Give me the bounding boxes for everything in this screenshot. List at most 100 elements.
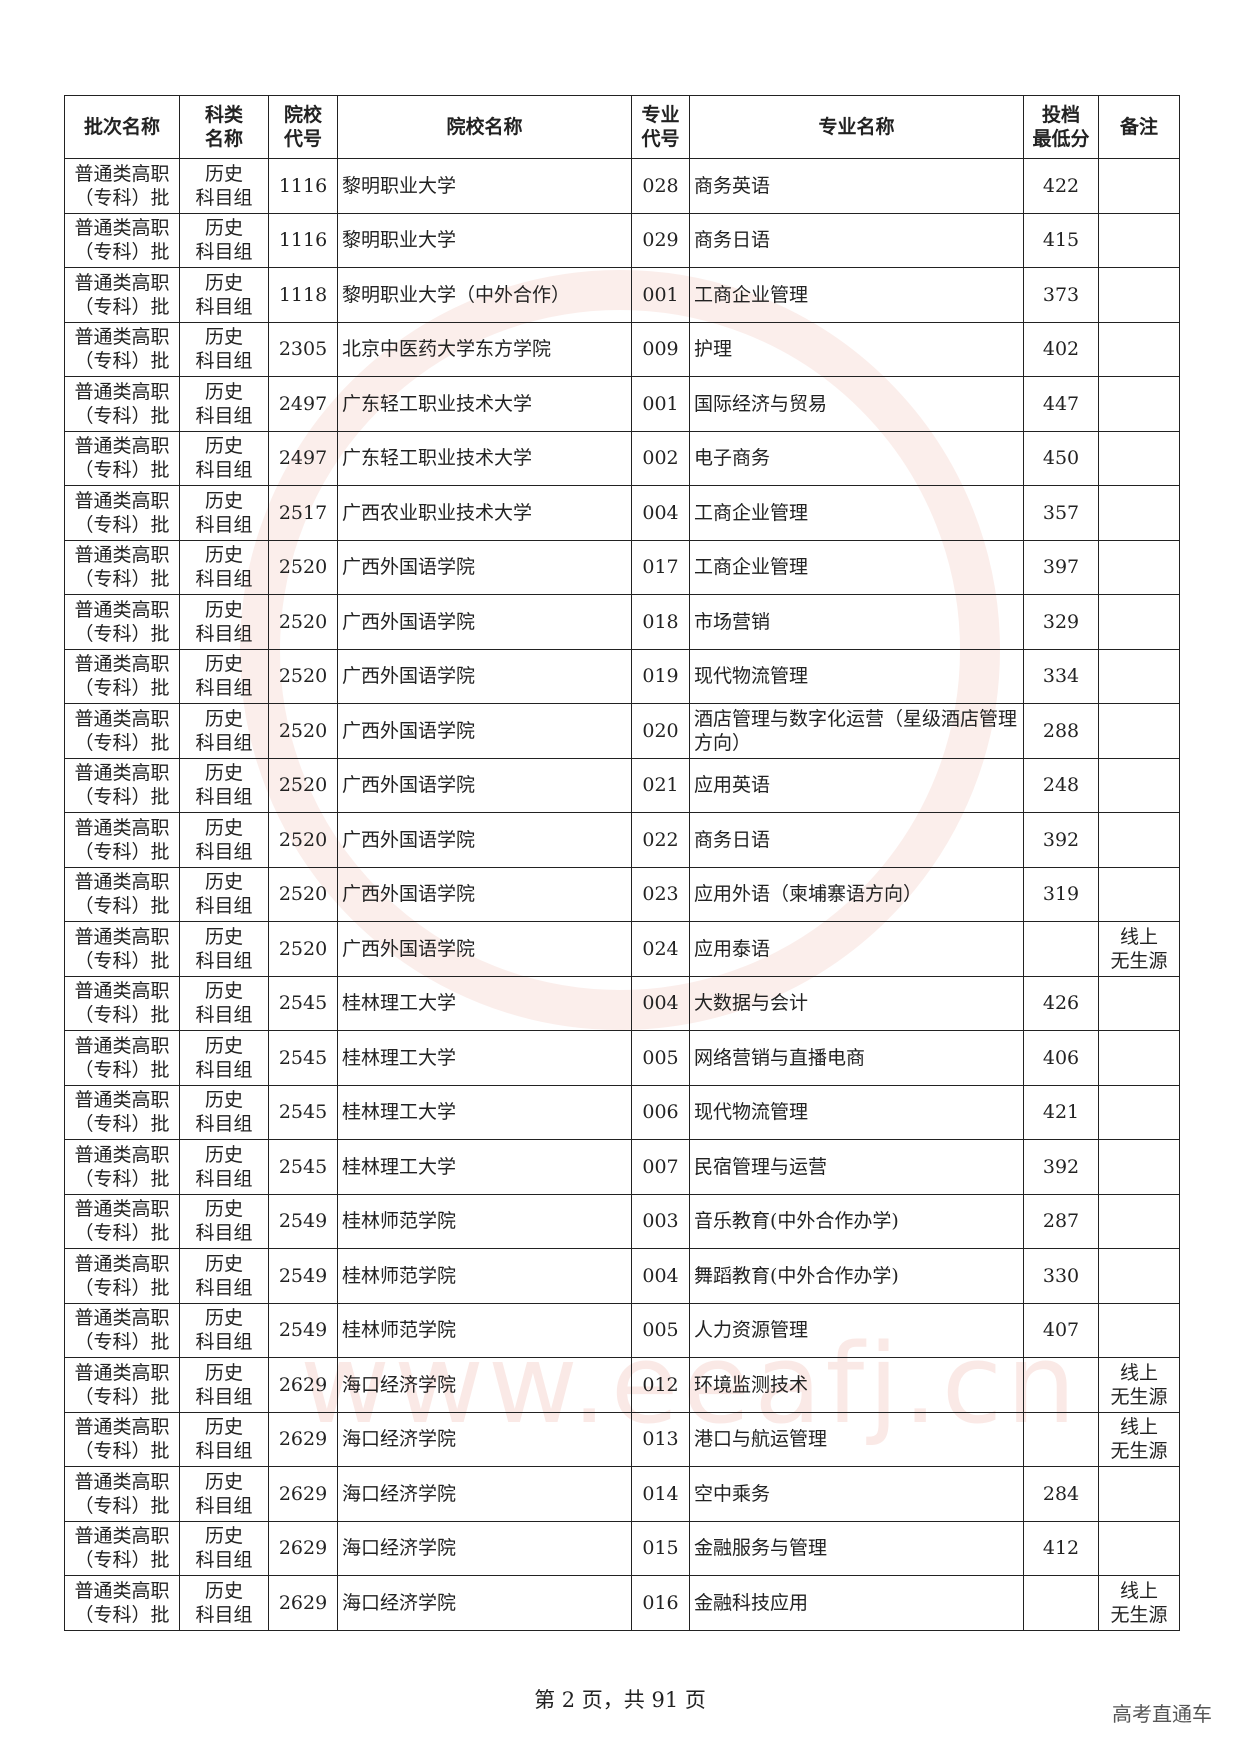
- cell-line: （专科）批: [74, 241, 170, 264]
- cell-line: 普通类高职: [74, 871, 170, 894]
- table-row: 普通类高职 （专科）批 历史 科目组 1116 黎明职业大学 029 商务日语 415: [64, 212, 1180, 268]
- table-cell: 现代物流管理: [689, 1084, 1024, 1140]
- cell-line: 历史: [204, 1089, 243, 1112]
- table-cell: 020: [631, 703, 690, 759]
- table-cell: 392: [1023, 812, 1099, 868]
- table-cell: 广东轻工职业技术大学: [337, 376, 632, 432]
- cell-line: （专科）批: [74, 840, 170, 863]
- cell-line: 科目组: [195, 1004, 253, 1027]
- table-cell: 334: [1023, 648, 1099, 704]
- table-cell: 415: [1023, 212, 1099, 268]
- table-cell: 004: [631, 485, 690, 541]
- table-cell: 普通类高职 （专科）批: [64, 866, 180, 922]
- table-cell: 普通类高职 （专科）批: [64, 1248, 180, 1304]
- table-cell: [1098, 539, 1180, 595]
- cell-line: 普通类高职: [74, 217, 170, 240]
- cell-line: 历史: [204, 1525, 243, 1548]
- cell-line: （专科）批: [74, 1058, 170, 1081]
- table-cell: 普通类高职 （专科）批: [64, 1357, 180, 1413]
- cell-line: 普通类高职: [74, 1361, 170, 1384]
- table-cell: [1023, 921, 1099, 977]
- table-row: 普通类高职 （专科）批 历史 科目组 2549 桂林师范学院 004 舞蹈教育(中外合作办学)…: [64, 1248, 1180, 1304]
- table-cell: 广西外国语学院: [337, 757, 632, 813]
- cell-line: （专科）批: [74, 622, 170, 645]
- table-cell: 音乐教育(中外合作办学): [689, 1193, 1024, 1249]
- table-cell: 2520: [268, 866, 338, 922]
- table-cell: 013: [631, 1411, 690, 1467]
- table-cell: [1098, 1193, 1180, 1249]
- table-cell: 商务日语: [689, 812, 1024, 868]
- table-row: 普通类高职 （专科）批 历史 科目组 1116 黎明职业大学 028 商务英语 422: [64, 158, 1180, 214]
- table-cell: 广西外国语学院: [337, 648, 632, 704]
- table-cell: 应用外语（柬埔寨语方向）: [689, 866, 1024, 922]
- table-cell: 普通类高职 （专科）批: [64, 1139, 180, 1195]
- cell-line: （专科）批: [74, 186, 170, 209]
- table-cell: 2545: [268, 1030, 338, 1086]
- table-cell: 历史 科目组: [179, 1139, 269, 1195]
- table-cell: 历史 科目组: [179, 1357, 269, 1413]
- table-cell: 历史 科目组: [179, 1193, 269, 1249]
- table-cell: 历史 科目组: [179, 158, 269, 214]
- cell-line: 历史: [204, 925, 243, 948]
- table-cell: 407: [1023, 1302, 1099, 1358]
- table-cell: 历史 科目组: [179, 539, 269, 595]
- table-cell: 014: [631, 1466, 690, 1522]
- table-cell: 工商企业管理: [689, 267, 1024, 323]
- table-row: 普通类高职 （专科）批 历史 科目组 2520 广西外国语学院 023 应用外语（柬埔寨语方向…: [64, 866, 1180, 922]
- cell-line: 科目组: [195, 731, 253, 754]
- cell-line: 历史: [204, 707, 243, 730]
- table-row: 普通类高职 （专科）批 历史 科目组 2545 桂林理工大学 005 网络营销与直播电商 406: [64, 1030, 1180, 1086]
- table-cell: 历史 科目组: [179, 1411, 269, 1467]
- cell-line: 科目组: [195, 1385, 253, 1408]
- cell-line: 科目组: [195, 241, 253, 264]
- table-cell: 历史 科目组: [179, 594, 269, 650]
- table-cell: 桂林师范学院: [337, 1248, 632, 1304]
- brand-mark: 高考直通车: [1112, 1702, 1212, 1726]
- table-cell: 015: [631, 1520, 690, 1576]
- table-cell: 广东轻工职业技术大学: [337, 430, 632, 486]
- table-cell: 005: [631, 1302, 690, 1358]
- table-cell: 373: [1023, 267, 1099, 323]
- cell-line: 科目组: [195, 404, 253, 427]
- cell-line: 普通类高职: [74, 1089, 170, 1112]
- table-cell: 普通类高职 （专科）批: [64, 1302, 180, 1358]
- table-cell: 黎明职业大学: [337, 158, 632, 214]
- header-cell: 批次名称: [64, 95, 180, 159]
- table-cell: 广西外国语学院: [337, 539, 632, 595]
- table-cell: 2497: [268, 376, 338, 432]
- cell-line: （专科）批: [74, 1113, 170, 1136]
- table-cell: 普通类高职 （专科）批: [64, 1030, 180, 1086]
- cell-line: （专科）批: [74, 895, 170, 918]
- cell-line: （专科）批: [74, 1222, 170, 1245]
- cell-line: 科目组: [195, 1549, 253, 1572]
- cell-line: （专科）批: [74, 513, 170, 536]
- table-cell: 2520: [268, 703, 338, 759]
- table-cell: 空中乘务: [689, 1466, 1024, 1522]
- table-cell: 普通类高职 （专科）批: [64, 212, 180, 268]
- table-row: 普通类高职 （专科）批 历史 科目组 2545 桂林理工大学 004 大数据与会计 426: [64, 975, 1180, 1031]
- cell-line: 普通类高职: [74, 1143, 170, 1166]
- header-cell: 备注: [1098, 95, 1180, 159]
- table-cell: 2497: [268, 430, 338, 486]
- cell-line: 历史: [204, 326, 243, 349]
- cell-line: 普通类高职: [74, 598, 170, 621]
- table-cell: [1098, 267, 1180, 323]
- table-cell: 历史 科目组: [179, 212, 269, 268]
- header-cell: 专业 代号: [631, 95, 690, 159]
- table-cell: [1098, 594, 1180, 650]
- table-cell: 大数据与会计: [689, 975, 1024, 1031]
- cell-line: 历史: [204, 1470, 243, 1493]
- cell-line: 历史: [204, 1579, 243, 1602]
- table-cell: 历史 科目组: [179, 1084, 269, 1140]
- cell-line: 科目组: [195, 1494, 253, 1517]
- cell-line: 普通类高职: [74, 653, 170, 676]
- table-cell: 普通类高职 （专科）批: [64, 975, 180, 1031]
- table-cell: 284: [1023, 1466, 1099, 1522]
- table-cell: 广西外国语学院: [337, 594, 632, 650]
- table-cell: 021: [631, 757, 690, 813]
- header-cell: 院校名称: [337, 95, 632, 159]
- cell-line: 历史: [204, 1416, 243, 1439]
- cell-line: 科目组: [195, 1167, 253, 1190]
- table-row: 普通类高职 （专科）批 历史 科目组 2629 海口经济学院 016 金融科技应用 线上 无生源: [64, 1575, 1180, 1631]
